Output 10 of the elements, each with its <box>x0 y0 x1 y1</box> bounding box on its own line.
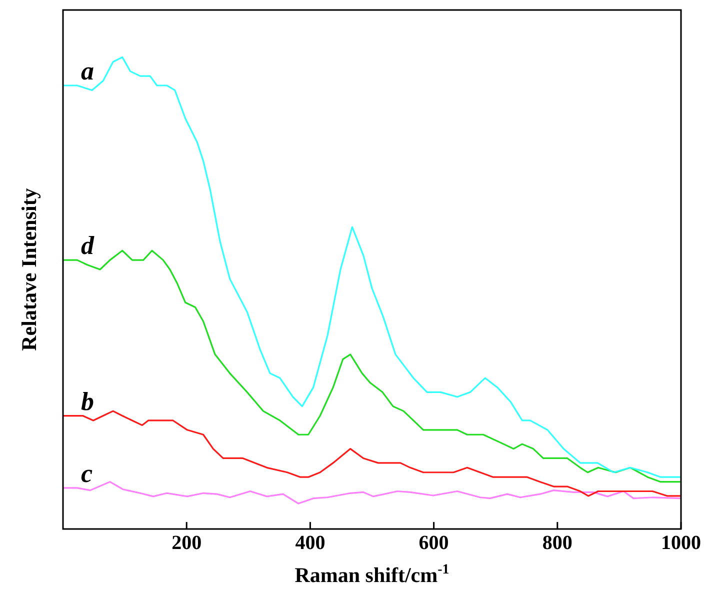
x-tick-label: 400 <box>295 532 326 554</box>
x-tick-label: 800 <box>542 532 572 554</box>
x-tick-label: 200 <box>172 532 202 554</box>
x-tick-label: 1000 <box>661 532 701 554</box>
series-label: d <box>81 231 95 260</box>
x-tick-label: 600 <box>418 532 449 554</box>
series-label: b <box>81 386 94 416</box>
series-label: a <box>81 56 94 86</box>
series-label: c <box>81 458 93 488</box>
y-axis-title: Relatave Intensity <box>17 188 41 351</box>
